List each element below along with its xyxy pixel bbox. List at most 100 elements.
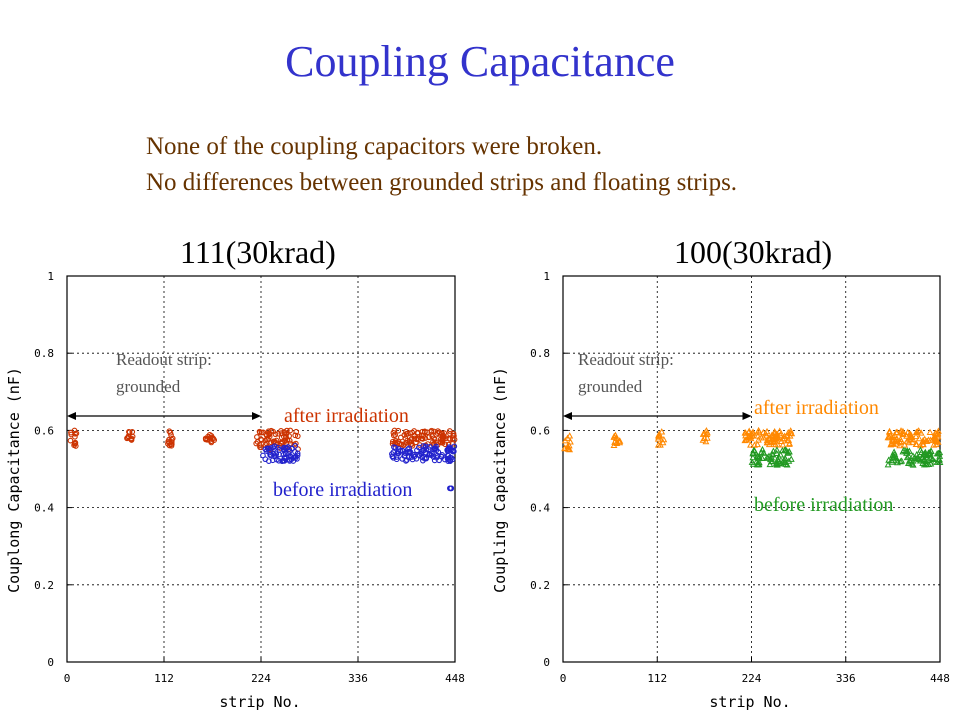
y-tick-label: 0.6 xyxy=(530,424,550,437)
data-point xyxy=(912,440,920,447)
data-point xyxy=(67,437,74,444)
data-point xyxy=(782,460,790,467)
data-point xyxy=(908,460,916,467)
data-point xyxy=(751,441,758,448)
data-point xyxy=(765,440,773,448)
data-point xyxy=(448,485,454,492)
chart-left: 0 112 224 336 448 0 0.2 0.4 0.6 0.8 1 Couplong Cap… xyxy=(5,270,465,711)
data-point xyxy=(439,435,446,442)
data-point xyxy=(779,435,787,442)
series-after-irradiation xyxy=(561,426,942,453)
data-point xyxy=(754,452,762,460)
data-point xyxy=(404,449,411,456)
data-point xyxy=(613,438,621,446)
data-point xyxy=(447,430,453,437)
data-point xyxy=(292,432,299,439)
data-point xyxy=(755,427,763,434)
data-point xyxy=(884,461,892,468)
data-point xyxy=(390,449,397,456)
data-point xyxy=(72,439,79,446)
data-point xyxy=(565,442,573,449)
data-point xyxy=(440,434,447,441)
data-point xyxy=(905,435,913,442)
data-point xyxy=(392,439,399,446)
x-tick-label: 224 xyxy=(742,672,762,685)
data-point xyxy=(278,434,285,441)
series-before-irradiation xyxy=(748,445,944,468)
data-point xyxy=(658,428,666,435)
data-point xyxy=(271,453,278,460)
plot-area: 0 112 224 336 448 0 0.2 0.4 0.6 0.8 1 xyxy=(34,270,465,685)
chart-right: 0 112 224 336 448 0 0.2 0.4 0.6 0.8 1 Coupling Cap… xyxy=(491,270,950,711)
data-point xyxy=(392,432,399,438)
data-point xyxy=(749,429,757,436)
data-point xyxy=(204,436,211,443)
data-point xyxy=(786,429,794,436)
data-point xyxy=(770,438,778,446)
data-point xyxy=(893,456,901,464)
readout-label-1: Readout strip: xyxy=(116,350,212,369)
x-axis-title: strip No. xyxy=(219,693,300,711)
data-point xyxy=(784,428,792,436)
x-axis-title: strip No. xyxy=(709,693,790,711)
data-point xyxy=(418,449,425,455)
data-point xyxy=(254,434,260,440)
data-point xyxy=(927,454,935,461)
data-point xyxy=(165,438,172,445)
data-point xyxy=(759,445,766,453)
data-point xyxy=(265,428,272,435)
data-point xyxy=(923,437,931,444)
data-point xyxy=(286,437,293,444)
data-point xyxy=(748,458,756,465)
data-point xyxy=(893,437,901,445)
data-point xyxy=(436,429,443,436)
y-tick-label: 0.2 xyxy=(34,579,54,592)
data-point xyxy=(778,446,786,454)
data-point xyxy=(909,435,917,443)
data-point xyxy=(935,456,943,463)
data-point xyxy=(413,436,420,443)
x-tick-label: 0 xyxy=(64,672,71,685)
before-irradiation-label: before irradiation xyxy=(273,479,412,501)
data-point xyxy=(919,436,927,444)
data-point xyxy=(921,456,929,463)
data-point xyxy=(430,454,437,460)
data-point xyxy=(785,440,793,447)
data-point xyxy=(419,436,426,442)
data-point xyxy=(408,454,415,460)
data-point xyxy=(769,447,777,454)
y-tick-label: 1 xyxy=(543,270,550,283)
y-tick-label: 1 xyxy=(47,270,54,283)
data-point xyxy=(207,434,214,441)
data-point xyxy=(426,434,432,440)
data-point xyxy=(655,431,662,439)
plot-frame xyxy=(562,275,941,663)
data-point xyxy=(445,456,452,463)
data-point xyxy=(747,441,754,448)
x-tick-label: 112 xyxy=(154,672,174,685)
data-point xyxy=(785,448,793,455)
data-point xyxy=(659,438,667,446)
data-point xyxy=(919,440,927,448)
data-point xyxy=(423,455,430,462)
data-point xyxy=(746,433,754,440)
data-point xyxy=(762,429,770,437)
data-point xyxy=(429,451,435,457)
data-point xyxy=(566,445,574,453)
arrow-head-right xyxy=(742,412,752,420)
x-tick-label: 0 xyxy=(560,672,567,685)
data-point xyxy=(920,450,928,457)
data-point xyxy=(260,429,267,436)
data-point xyxy=(899,447,907,455)
data-point xyxy=(284,445,290,451)
data-point xyxy=(421,428,428,435)
y-tick-label: 0.6 xyxy=(34,424,54,437)
y-tick-label: 0.8 xyxy=(34,347,54,360)
data-point xyxy=(395,427,402,434)
data-point xyxy=(754,436,762,443)
data-point xyxy=(447,436,454,442)
data-point xyxy=(444,447,451,453)
data-point xyxy=(266,431,272,438)
data-point xyxy=(906,430,914,437)
readout-label-2: grounded xyxy=(578,377,643,396)
